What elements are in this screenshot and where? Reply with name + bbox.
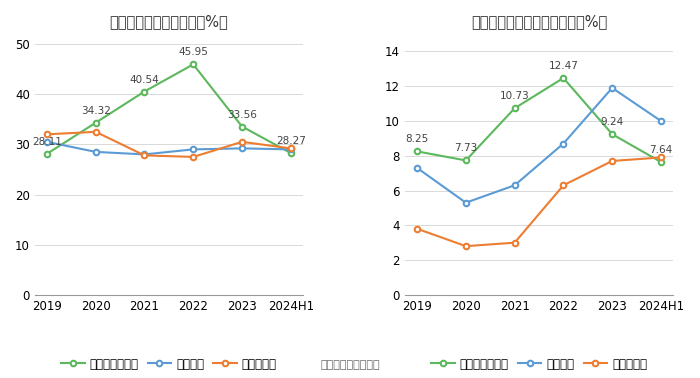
公司资产负债率	[92, 121, 100, 125]
行业均值	[559, 141, 568, 146]
Text: 12.47: 12.47	[549, 61, 578, 71]
公司资产负债率	[140, 89, 148, 94]
Text: 7.73: 7.73	[454, 144, 477, 153]
行业中位数	[657, 155, 665, 160]
行业中位数	[92, 130, 100, 134]
行业中位数	[43, 132, 51, 136]
行业均值	[189, 147, 197, 152]
Line: 行业均值: 行业均值	[44, 139, 293, 157]
Text: 数据来源：恒生聚源: 数据来源：恒生聚源	[320, 361, 380, 370]
Text: 34.32: 34.32	[80, 106, 111, 116]
Title: 近年来资产负债率情况（%）: 近年来资产负债率情况（%）	[109, 14, 228, 29]
Legend: 公司资产负债率, 行业均值, 行业中位数: 公司资产负债率, 行业均值, 行业中位数	[56, 353, 281, 375]
公司资产负债率	[189, 62, 197, 67]
Text: 33.56: 33.56	[227, 110, 257, 119]
行业均值	[657, 119, 665, 123]
有息资产负债率	[657, 160, 665, 164]
Line: 行业中位数: 行业中位数	[44, 129, 293, 160]
行业中位数	[238, 139, 246, 144]
Legend: 有息资产负债率, 行业均值, 行业中位数: 有息资产负债率, 行业均值, 行业中位数	[426, 353, 652, 375]
行业中位数	[462, 244, 470, 248]
有息资产负债率	[608, 132, 617, 136]
Title: 近年来有息资产负债率情况（%）: 近年来有息资产负债率情况（%）	[471, 14, 607, 29]
行业均值	[413, 166, 421, 170]
行业均值	[510, 183, 519, 187]
Text: 9.24: 9.24	[601, 117, 624, 127]
Line: 公司资产负债率: 公司资产负债率	[44, 62, 293, 156]
Line: 行业中位数: 行业中位数	[414, 155, 664, 249]
Text: 28.11: 28.11	[32, 137, 62, 147]
公司资产负债率	[286, 151, 295, 155]
有息资产负债率	[510, 106, 519, 110]
公司资产负债率	[238, 124, 246, 129]
行业均值	[286, 147, 295, 152]
行业均值	[238, 146, 246, 151]
行业中位数	[510, 240, 519, 245]
行业中位数	[608, 159, 617, 163]
有息资产负债率	[462, 158, 470, 163]
行业中位数	[286, 146, 295, 151]
有息资产负债率	[413, 149, 421, 153]
行业中位数	[189, 155, 197, 159]
Text: 45.95: 45.95	[178, 47, 208, 57]
公司资产负债率	[43, 152, 51, 156]
Line: 有息资产负债率: 有息资产负债率	[414, 75, 664, 165]
Text: 8.25: 8.25	[405, 135, 428, 144]
行业中位数	[140, 153, 148, 158]
Text: 40.54: 40.54	[130, 74, 160, 85]
Text: 7.64: 7.64	[650, 145, 673, 155]
Line: 行业均值: 行业均值	[414, 85, 664, 206]
行业均值	[608, 86, 617, 90]
行业中位数	[413, 226, 421, 231]
行业均值	[462, 200, 470, 205]
行业均值	[140, 152, 148, 156]
Text: 28.27: 28.27	[276, 136, 306, 146]
Text: 10.73: 10.73	[500, 91, 529, 101]
有息资产负债率	[559, 76, 568, 80]
行业均值	[43, 139, 51, 144]
行业均值	[92, 150, 100, 154]
行业中位数	[559, 183, 568, 187]
